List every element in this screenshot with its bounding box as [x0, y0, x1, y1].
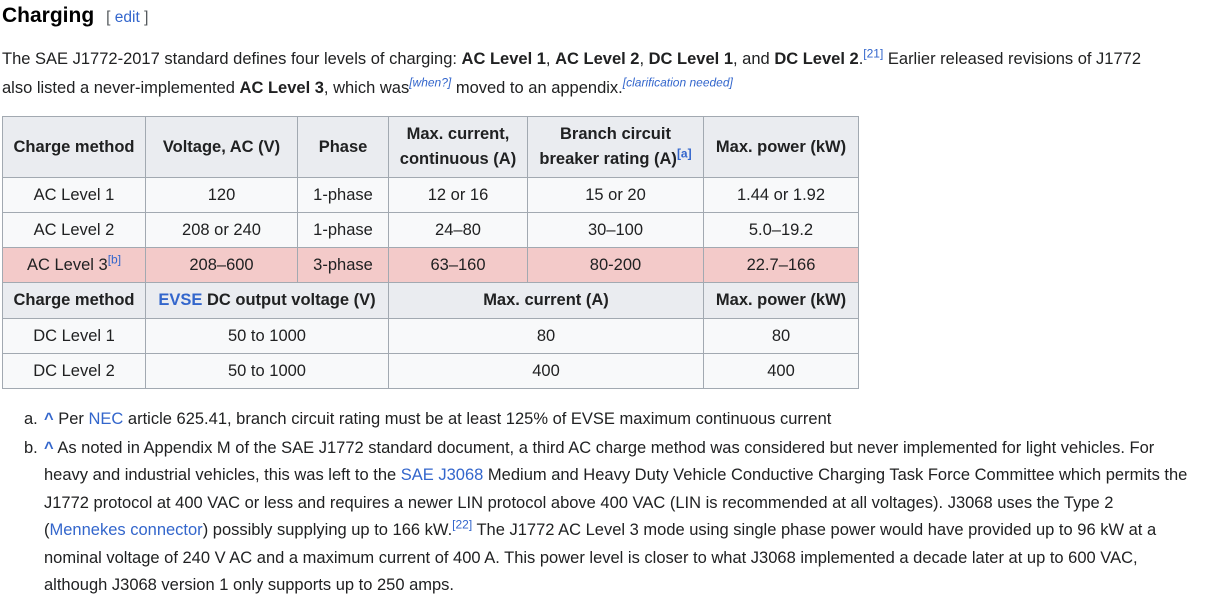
- cell-phase: 1-phase: [297, 177, 389, 213]
- footnote-label: b.: [24, 438, 38, 457]
- text: article 625.41, branch circuit rating mu…: [123, 410, 832, 428]
- text: Earlier released revisions of J1772 also…: [2, 50, 1142, 97]
- section-heading: Charging [ edit ]: [2, 3, 1231, 30]
- edit-bracket-close: ]: [139, 9, 149, 26]
- superscript: [22]: [452, 518, 472, 532]
- table-row-dc-level-2: DC Level 2 50 to 1000 400 400: [2, 353, 859, 389]
- col-header-charge-method: Charge method: [2, 116, 146, 178]
- bold-text: AC Level 3: [239, 79, 324, 97]
- col-header-max-current-dc: Max. current (A): [388, 282, 704, 319]
- col-header-voltage-ac: Voltage, AC (V): [145, 116, 298, 178]
- superscript: [b]: [108, 253, 121, 267]
- cell-phase: 3-phase: [297, 247, 389, 283]
- cell-method: DC Level 2: [2, 353, 146, 389]
- nec-link[interactable]: NEC: [88, 410, 124, 428]
- edit-section: [ edit ]: [106, 9, 148, 26]
- cell-power: 1.44 or 1.92: [703, 177, 859, 213]
- cell-power: 5.0–19.2: [703, 212, 859, 248]
- superscript: [when?]: [409, 76, 451, 90]
- text: moved to an appendix.: [451, 79, 623, 97]
- col-header-evse-voltage: EVSE DC output voltage (V): [145, 282, 389, 319]
- text: Branch circuit breaker rating (A): [539, 125, 677, 168]
- section-title: Charging: [2, 4, 95, 27]
- ac-header-row: Charge method Voltage, AC (V) Phase Max.…: [2, 116, 859, 178]
- text: Medium and Heavy Duty Vehicle Conductive…: [44, 466, 1188, 539]
- cell-method: AC Level 3[b]: [2, 247, 146, 283]
- col-header-max-power: Max. power (kW): [703, 116, 859, 178]
- when-link[interactable]: [when?]: [409, 75, 452, 90]
- footnote-label: a.: [24, 410, 38, 428]
- clarification-needed-link[interactable]: [clarification needed]: [622, 75, 733, 90]
- text: As noted in Appendix M of the SAE J1772 …: [44, 438, 1155, 485]
- cell-phase: 1-phase: [297, 212, 389, 248]
- table-row-ac-level-2: AC Level 2 208 or 240 1-phase 24–80 30–1…: [2, 212, 859, 248]
- footnote-b: b. ^ As noted in Appendix M of the SAE J1…: [24, 435, 1197, 600]
- evse-link[interactable]: EVSE: [158, 291, 203, 309]
- intro-paragraph: The SAE J1772-2017 standard defines four…: [2, 45, 1170, 103]
- cell-current: 63–160: [388, 247, 528, 283]
- text: ) possibly supplying up to 166 kW.: [202, 521, 453, 539]
- footnote-text: ^ Per NEC article 625.41, branch circuit…: [44, 410, 831, 428]
- text: , and: [733, 50, 775, 68]
- bold-text: DC Level 2: [774, 50, 859, 68]
- cell-method: AC Level 2: [2, 212, 146, 248]
- 22-link[interactable]: [22]: [452, 517, 473, 532]
- jump-up-link[interactable]: ^: [44, 438, 54, 457]
- text: .: [858, 50, 864, 68]
- a-link[interactable]: [a]: [676, 146, 692, 161]
- footnote-list: a. ^ Per NEC article 625.41, branch circu…: [2, 406, 1197, 600]
- col-header-breaker-rating: Branch circuit breaker rating (A)[a]: [527, 116, 704, 178]
- text: The J1772 AC Level 3 mode using single p…: [44, 521, 1157, 594]
- bold-text: DC Level 1: [648, 50, 734, 68]
- table-row-ac-level-1: AC Level 1 120 1-phase 12 or 16 15 or 20…: [2, 177, 859, 213]
- footnote-a: a. ^ Per NEC article 625.41, branch circu…: [24, 406, 1197, 434]
- bold-text: AC Level 1: [461, 50, 546, 68]
- mennekes-connector-link[interactable]: Mennekes connector: [49, 521, 203, 539]
- dc-header-row: Charge method EVSE DC output voltage (V)…: [2, 282, 859, 319]
- cell-voltage: 208–600: [145, 247, 298, 283]
- sae-j3068-link[interactable]: SAE J3068: [400, 466, 484, 484]
- bold-text: AC Level 2: [555, 50, 640, 68]
- cell-method: DC Level 1: [2, 318, 146, 354]
- col-header-max-current: Max. current, continuous (A): [388, 116, 528, 178]
- b-link[interactable]: [b]: [107, 252, 122, 267]
- edit-link[interactable]: edit: [114, 9, 140, 26]
- cell-voltage: 208 or 240: [145, 212, 298, 248]
- cell-breaker: 15 or 20: [527, 177, 704, 213]
- cell-breaker: 30–100: [527, 212, 704, 248]
- cell-current: 80: [388, 318, 704, 354]
- footnote-text: ^ As noted in Appendix M of the SAE J177…: [44, 439, 1187, 595]
- cell-breaker: 80-200: [527, 247, 704, 283]
- charging-levels-table: Charge method Voltage, AC (V) Phase Max.…: [2, 116, 859, 389]
- text: ,: [545, 50, 556, 68]
- cell-power: 400: [703, 353, 859, 389]
- bold-text: DC output voltage (V): [202, 291, 376, 309]
- table-row-ac-level-3: AC Level 3[b] 208–600 3-phase 63–160 80-…: [2, 247, 859, 283]
- cell-current: 12 or 16: [388, 177, 528, 213]
- edit-bracket-open: [: [106, 9, 115, 26]
- cell-power: 22.7–166: [703, 247, 859, 283]
- col-header-max-power-dc: Max. power (kW): [703, 282, 859, 319]
- text: Per: [53, 410, 89, 428]
- 21-link[interactable]: [21]: [863, 46, 884, 61]
- cell-method: AC Level 1: [2, 177, 146, 213]
- cell-current: 24–80: [388, 212, 528, 248]
- table-row-dc-level-1: DC Level 1 50 to 1000 80 80: [2, 318, 859, 354]
- cell-current: 400: [388, 353, 704, 389]
- superscript: [21]: [863, 47, 883, 61]
- jump-up-link[interactable]: ^: [44, 410, 54, 428]
- cell-voltage: 120: [145, 177, 298, 213]
- cell-power: 80: [703, 318, 859, 354]
- text: The SAE J1772-2017 standard defines four…: [2, 50, 462, 68]
- text: AC Level 3: [26, 256, 108, 274]
- cell-voltage: 50 to 1000: [145, 353, 389, 389]
- cell-voltage: 50 to 1000: [145, 318, 389, 354]
- text: , which was: [323, 79, 410, 97]
- col-header-charge-method-dc: Charge method: [2, 282, 146, 319]
- superscript: [a]: [677, 147, 692, 161]
- col-header-phase: Phase: [297, 116, 389, 178]
- superscript: [clarification needed]: [623, 76, 733, 90]
- text: ,: [639, 50, 649, 68]
